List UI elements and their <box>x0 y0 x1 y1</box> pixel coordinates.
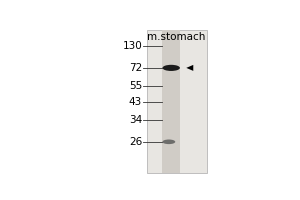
Ellipse shape <box>163 140 175 144</box>
Text: 43: 43 <box>129 97 142 107</box>
Text: 34: 34 <box>129 115 142 125</box>
Text: 26: 26 <box>129 137 142 147</box>
Ellipse shape <box>163 65 180 71</box>
Text: 130: 130 <box>122 41 142 51</box>
Text: 72: 72 <box>129 63 142 73</box>
Text: m.stomach: m.stomach <box>147 32 205 42</box>
Polygon shape <box>186 65 193 71</box>
FancyBboxPatch shape <box>162 30 181 173</box>
FancyBboxPatch shape <box>147 30 207 173</box>
Text: 55: 55 <box>129 81 142 91</box>
